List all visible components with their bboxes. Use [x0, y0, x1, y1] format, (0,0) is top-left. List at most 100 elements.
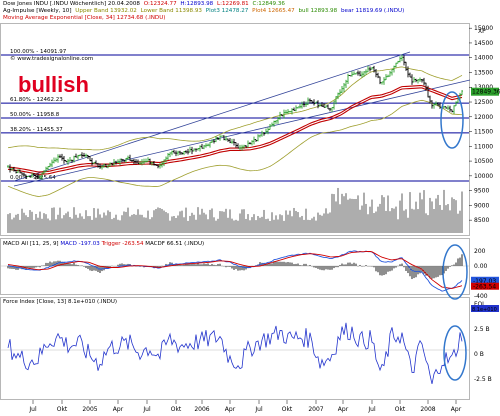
macd-hist-bar [241, 266, 243, 271]
highlight-circle-price [440, 91, 464, 149]
volume-bar [363, 192, 365, 233]
macd-hist-bar [389, 266, 391, 272]
volume-bar [111, 219, 113, 233]
volume-bar [457, 213, 459, 233]
volume-bar [197, 207, 199, 233]
symbol-title: Dow Jones INDU [.INDU Wöchentlich] 20.04… [3, 1, 140, 7]
volume-bar [65, 213, 67, 233]
price-tick-label: 9000 [474, 202, 489, 209]
macd-hist-bar [123, 264, 125, 266]
volume-bar [375, 211, 377, 233]
bullish-annotation: bullish [18, 72, 89, 97]
macd-hist-bar [59, 260, 61, 266]
volume-bar [335, 201, 337, 233]
macd-tick-label: 0.00 [474, 263, 488, 270]
macd-hist-bar [209, 264, 211, 266]
macd-hist-bar [359, 264, 361, 266]
macd-hist-bar [337, 266, 339, 268]
volume-bar [33, 219, 35, 233]
macd-hist-bar [271, 263, 273, 266]
volume-bar [449, 210, 451, 233]
volume-bar [365, 203, 367, 233]
volume-bar [291, 216, 293, 233]
volume-bar [143, 217, 145, 233]
fib-label: 100.00% - 14091.97 [10, 49, 67, 55]
volume-bar [321, 215, 323, 233]
volume-bar [391, 208, 393, 233]
macd-hist-bar [33, 266, 35, 268]
volume-bar [277, 219, 279, 233]
volume-bar [247, 214, 249, 233]
macd-hist-bar [15, 266, 17, 270]
volume-bar [179, 211, 181, 233]
macd-hist-bar [37, 266, 39, 267]
price-current-box [471, 87, 499, 96]
volume-bar [393, 208, 395, 233]
volume-bar [97, 208, 99, 233]
volume-bar [155, 208, 157, 233]
macd-hist-bar [117, 264, 119, 266]
time-tick-label: Apr [225, 406, 236, 413]
volume-bar [285, 210, 287, 233]
macd-value-label: -197.03 [473, 278, 496, 285]
macd-hist-bar [335, 266, 337, 268]
volume-bar [147, 210, 149, 233]
price-tick-label: 10500 [474, 158, 493, 165]
plot3-value: Plot3 12478.27 [205, 8, 249, 14]
force-tick-label: 2.5 B [474, 326, 490, 333]
volume-bar [59, 207, 61, 233]
volume-bar [255, 220, 257, 233]
macd-hist-bar [73, 262, 75, 266]
time-tick-label: Jul [142, 406, 151, 413]
ema-label: Moving Average Exponential [Close, 34] 1… [3, 15, 166, 21]
volume-bar [207, 219, 209, 233]
volume-bar [225, 208, 227, 233]
time-tick-label: Jul [367, 406, 376, 413]
volume-bar [53, 207, 55, 233]
volume-bar [369, 206, 371, 233]
price-tick-label: 14000 [474, 55, 493, 62]
volume-bar [295, 210, 297, 233]
highlight-circle-force [443, 325, 467, 381]
volume-bar [415, 201, 417, 233]
volume-bar [55, 219, 57, 233]
time-tick-label: Jul [28, 406, 37, 413]
volume-bar [257, 216, 259, 233]
volume-bar [253, 214, 255, 233]
volume-bar [195, 219, 197, 233]
volume-bar [205, 214, 207, 233]
macd-hist-bar [411, 266, 413, 280]
lower-band-value: Lower Band 11398.93 [140, 8, 202, 14]
macd-hist-bar [455, 262, 457, 266]
volume-bar [387, 195, 389, 233]
volume-bar [261, 216, 263, 233]
volume-bar [19, 219, 21, 233]
volume-bar [123, 211, 125, 233]
volume-bar [131, 214, 133, 233]
volume-bar [175, 217, 177, 233]
volume-bar [167, 213, 169, 233]
upper-band-value: Upper Band 13932.02 [75, 8, 137, 14]
macd-hist-bar [313, 266, 315, 268]
macd-hist-bar [193, 264, 195, 266]
macd-hist-bar [81, 265, 83, 266]
volume-bar [409, 192, 411, 233]
macd-hist-bar [437, 266, 439, 277]
volume-bar [165, 212, 167, 233]
macd-hist-bar [239, 266, 241, 271]
upper-band [7, 66, 463, 151]
macd-hist-bar [39, 266, 41, 268]
macd-hist-bar [417, 266, 419, 275]
macd-hist-bar [427, 266, 429, 276]
macd-hist-bar [377, 266, 379, 273]
macd-hist-bar [199, 264, 201, 266]
volume-bar [27, 217, 29, 233]
macd-hist-bar [179, 264, 181, 266]
volume-bar [29, 210, 31, 233]
volume-bar [427, 215, 429, 233]
trend-lines [13, 51, 471, 187]
macd-hist-bar [395, 266, 397, 268]
volume-bar [423, 190, 425, 233]
macd-hist-bar [431, 266, 433, 279]
volume-bar [171, 216, 173, 233]
